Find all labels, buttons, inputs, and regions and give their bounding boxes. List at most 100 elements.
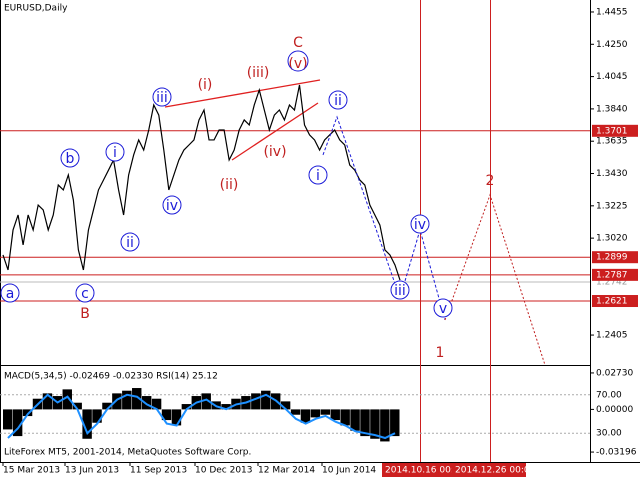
y-tick-label: 1.3225	[596, 201, 628, 211]
level-box	[592, 268, 638, 281]
wave-label: ii	[334, 93, 342, 109]
wave-circle	[410, 214, 430, 234]
y-tick-label: 1.3430	[596, 169, 628, 179]
trend-line	[164, 79, 321, 108]
macd-bar	[12, 409, 23, 437]
time-box	[382, 463, 456, 477]
macd-bar	[330, 409, 340, 421]
level-label: 1.2621	[596, 297, 628, 307]
macd-bar	[261, 390, 271, 410]
x-tick-label: 15 Mar 2013	[3, 466, 60, 476]
level-box	[592, 251, 638, 264]
macd-bar	[132, 388, 142, 410]
macd-tick-label: 0.00000	[596, 405, 633, 415]
wave-circle	[390, 280, 410, 300]
macd-bar	[112, 393, 122, 410]
wave-circle	[60, 148, 80, 168]
wave-label: ii	[126, 235, 134, 251]
wave-label: (ii)	[220, 177, 239, 193]
macd-bar	[92, 409, 102, 423]
y-tick-label: 1.4455	[596, 7, 628, 17]
wave-label: iv	[414, 217, 426, 233]
wave-label: 1	[436, 345, 445, 361]
x-tick-label: 10 Jun 2014	[322, 466, 376, 476]
wave-label: a	[6, 286, 15, 302]
footer: LiteForex MT5, 2001-2014, MetaQuotes Sof…	[4, 448, 251, 458]
wave-circle	[75, 283, 95, 303]
x-tick-label: 13 Jun 2013	[65, 466, 119, 476]
wave-label: v	[439, 301, 447, 317]
chart-title: EURUSD,Daily	[4, 4, 68, 14]
wave-circle	[433, 298, 453, 318]
macd-bar	[280, 401, 291, 410]
macd-bar	[380, 409, 390, 442]
wave-label: b	[66, 151, 75, 167]
forecast-line	[444, 193, 546, 366]
macd-bar	[181, 404, 192, 410]
macd-bar	[3, 409, 13, 430]
wave-label: 2	[486, 173, 495, 189]
macd-bar	[82, 409, 92, 439]
wave-circle	[287, 50, 309, 72]
macd-bar	[370, 409, 380, 439]
macd-bar	[390, 409, 400, 437]
wave-circle	[328, 90, 348, 110]
x-tick-label: 12 Mar 2014	[258, 466, 315, 476]
macd-bar	[310, 409, 321, 418]
level-box	[592, 295, 638, 308]
trend-line	[231, 102, 319, 161]
macd-bar	[161, 409, 172, 421]
macd-bar	[171, 409, 182, 426]
macd-bar	[201, 393, 211, 410]
macd-tick-label: 0.02730	[596, 368, 633, 378]
y-tick-label: 1.4250	[596, 40, 628, 50]
macd-bar	[300, 409, 311, 423]
y-tick-label: 1.2405	[596, 331, 628, 341]
level-label: 1.2899	[596, 253, 628, 263]
level-box	[592, 124, 638, 137]
macd-bar	[290, 409, 301, 415]
wave-label: (v)	[288, 56, 307, 72]
macd-title: MACD(5,34,5) -0.02469 -0.02330 RSI(14) 2…	[4, 372, 218, 382]
rsi-tick-label: 30.00	[596, 429, 622, 439]
macd-tick-label: -0.03196	[596, 448, 637, 458]
macd-bar	[251, 393, 261, 410]
wave-circle	[105, 142, 125, 162]
wave-circle	[162, 195, 182, 215]
wave-label: iv	[166, 198, 178, 214]
y-tick-label: 1.3840	[596, 104, 628, 114]
macd-bar	[72, 402, 82, 410]
macd-bar	[350, 409, 360, 431]
x-tick-label: 10 Dec 2013	[195, 466, 253, 476]
macd-bar	[122, 390, 132, 410]
wave-label: i	[113, 145, 117, 161]
macd-bar	[340, 409, 350, 426]
macd-bar	[62, 389, 72, 410]
macd-bar	[151, 398, 162, 410]
macd-bar	[22, 409, 33, 417]
rsi-line	[7, 393, 396, 440]
macd-bar	[320, 409, 331, 415]
y-tick-label: 1.4045	[596, 72, 628, 82]
wave-label: (i)	[198, 77, 213, 93]
wave-label: (iv)	[263, 144, 286, 160]
time-label: 2014.12.26 00:00	[455, 466, 536, 476]
wave-label: C	[293, 35, 303, 51]
y-tick-label: 1.3635	[596, 137, 628, 147]
wave-circle	[308, 165, 328, 185]
wave-circle	[120, 232, 140, 252]
time-label: 2014.10.16 00:00	[385, 466, 466, 476]
price-line	[2, 84, 401, 281]
wave-circle	[0, 283, 20, 303]
x-tick-label: 11 Sep 2013	[130, 466, 187, 476]
time-box	[452, 463, 526, 477]
wave-label: iii	[156, 90, 168, 106]
level-label: 1.3701	[596, 126, 628, 136]
wave-label: B	[80, 306, 90, 322]
wave-circle	[152, 87, 172, 107]
macd-bar	[221, 404, 231, 410]
wave-label: iii	[394, 283, 406, 299]
level-label: 1.2787	[596, 270, 628, 280]
